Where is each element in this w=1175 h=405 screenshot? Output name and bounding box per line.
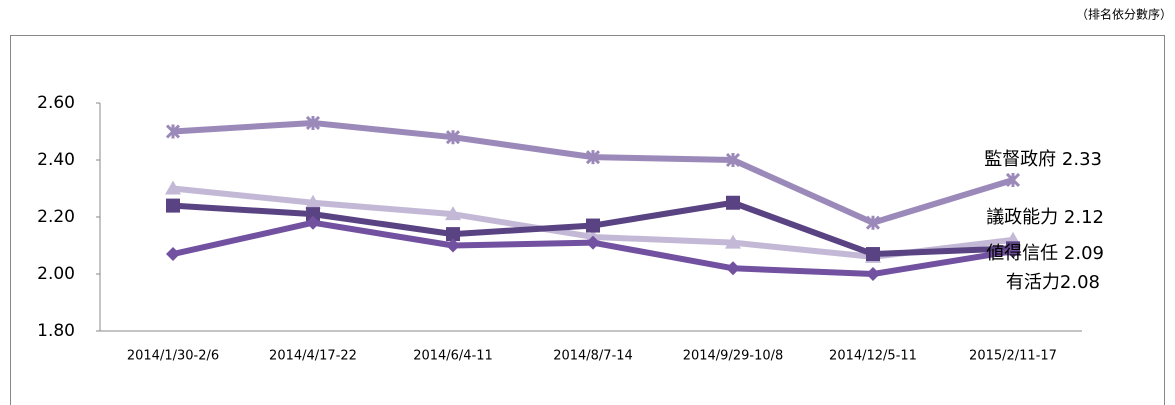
end-label: 監督政府 2.33 [984, 149, 1102, 170]
series-line [172, 119, 1014, 226]
end-label: 有活力2.08 [1006, 272, 1100, 293]
y-tick-label: 2.00 [37, 264, 75, 284]
marker [306, 207, 320, 222]
y-tick-label: 2.60 [37, 93, 75, 113]
end-label: 議政能力 2.12 [986, 207, 1104, 228]
marker [586, 218, 600, 233]
x-tick-label: 2014/4/17-22 [269, 349, 357, 364]
x-tick-label: 2014/1/30-2/6 [127, 349, 219, 364]
x-tick-label: 2014/9/29-10/8 [683, 349, 784, 364]
marker [1005, 172, 1021, 188]
end-label: 値得信任 2.09 [986, 243, 1104, 264]
marker [866, 247, 880, 262]
marker [446, 227, 460, 242]
marker [726, 261, 740, 276]
y-tick-label: 1.80 [37, 321, 75, 341]
marker [445, 130, 461, 145]
marker [586, 235, 600, 250]
marker [305, 194, 321, 209]
marker [585, 150, 601, 165]
chart-frame [10, 35, 1165, 405]
note: （排名依分數序） [1076, 7, 1172, 22]
x-tick-label: 2014/6/4-11 [413, 349, 493, 364]
x-tick-label: 2015/2/11-17 [969, 349, 1057, 364]
y-tick-label: 2.20 [37, 207, 75, 227]
marker [165, 180, 181, 195]
marker [725, 234, 741, 249]
marker [166, 198, 180, 213]
marker [725, 152, 741, 168]
marker [865, 215, 881, 230]
marker [165, 124, 181, 139]
marker [726, 195, 740, 210]
marker [446, 238, 460, 253]
marker [166, 247, 180, 262]
y-tick-label: 2.40 [37, 150, 75, 170]
marker [306, 215, 320, 230]
x-tick-label: 2014/12/5-11 [829, 349, 917, 364]
marker [866, 267, 880, 281]
marker [1006, 244, 1020, 259]
x-tick-label: 2014/8/7-14 [553, 349, 633, 364]
marker [305, 115, 321, 131]
marker [445, 206, 461, 221]
